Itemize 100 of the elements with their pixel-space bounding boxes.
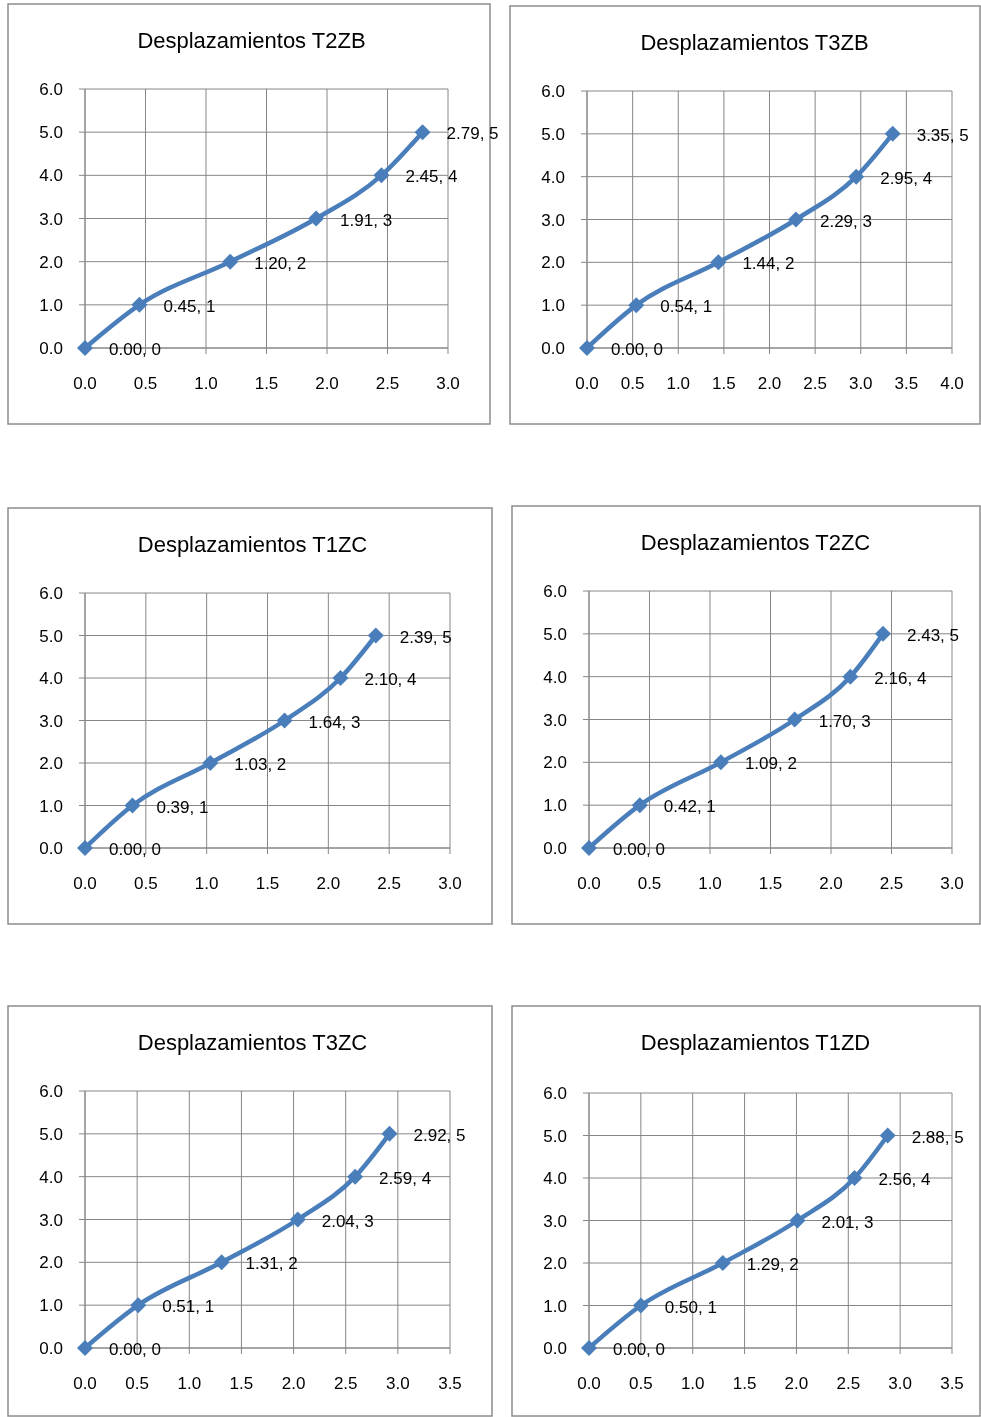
data-label: 2.16, 4 [874,668,927,688]
point [581,840,597,856]
y-tick-label: 5.0 [39,626,63,646]
point [130,1297,147,1314]
point [332,670,349,686]
chart-title: Desplazamientos T2ZB [137,28,366,53]
x-tick-label: 1.0 [680,1374,705,1393]
y-tick-label: 0.0 [543,839,567,858]
y-tick-label: 6.0 [541,82,565,101]
point [202,755,219,771]
x-tick-label: 2.5 [333,1374,358,1393]
point [579,340,595,356]
y-tick-label: 0.0 [39,339,63,358]
x-tick-label: 1.0 [194,874,219,893]
point [289,1211,306,1228]
data-label: 0.54, 1 [660,297,713,317]
point [884,125,901,142]
chart-title: Desplazamientos T1ZC [137,532,368,557]
point [631,797,648,814]
x-tick-label: 0.0 [577,1374,601,1393]
x-tick-label: 3.0 [888,1374,912,1393]
point [276,712,293,729]
y-tick-label: 2.0 [39,754,63,773]
y-tick-label: 5.0 [39,123,63,143]
data-label: 1.20, 2 [254,253,307,273]
point [347,1168,364,1185]
y-tick-label: 2.0 [543,753,567,773]
y-tick-label: 5.0 [39,1124,63,1144]
y-tick-label: 2.0 [39,252,63,272]
x-tick-label: 0.0 [73,374,97,393]
data-label: 0.42, 1 [663,797,716,817]
point [786,711,803,728]
x-tick-label: 1.5 [732,1374,757,1393]
x-tick-label: 2.0 [819,874,843,893]
point [77,840,93,856]
x-tick-label: 1.0 [177,1374,202,1393]
point [787,211,804,228]
y-tick-label: 3.0 [543,1211,567,1231]
data-label: 1.09, 2 [744,754,797,774]
y-tick-label: 5.0 [541,124,565,144]
x-tick-label: 0.5 [629,1374,653,1393]
y-tick-label: 3.0 [543,710,567,730]
point [77,340,93,356]
x-tick-label: 0.5 [133,374,158,393]
data-label: 1.29, 2 [746,1255,799,1274]
y-tick-label: 2.0 [543,1254,567,1273]
x-tick-label: 0.0 [73,1374,97,1393]
x-tick-label: 1.5 [255,874,280,893]
x-tick-label: 2.0 [281,1374,306,1393]
x-tick-label: 1.5 [229,1374,254,1393]
y-tick-label: 1.0 [543,796,567,816]
y-tick-label: 1.0 [39,295,63,315]
y-tick-label: 4.0 [543,1169,567,1188]
point [367,627,384,644]
point [789,1212,806,1229]
point [879,1127,896,1144]
y-tick-label: 1.0 [39,796,63,816]
x-tick-label: 3.0 [940,874,964,893]
y-tick-label: 6.0 [39,80,63,99]
x-tick-label: 0.0 [577,874,601,893]
y-tick-label: 5.0 [543,1126,567,1146]
y-tick-label: 0.0 [543,1339,567,1358]
y-tick-label: 1.0 [543,1296,567,1316]
data-label: 0.50, 1 [664,1297,717,1317]
point [373,167,390,184]
x-tick-label: 3.5 [894,374,919,393]
data-label: 2.59, 4 [379,1168,432,1188]
point [77,1340,93,1356]
x-tick-label: 3.0 [436,374,460,393]
x-tick-label: 2.5 [836,1374,861,1393]
point [842,668,859,685]
y-tick-label: 6.0 [543,1084,567,1103]
data-label: 2.92, 5 [413,1125,466,1145]
x-tick-label: 1.5 [712,374,736,393]
data-label: 0.45, 1 [163,296,216,316]
x-tick-label: 1.0 [194,374,218,393]
point [846,1170,863,1186]
point [414,124,431,141]
y-tick-label: 3.0 [541,210,565,230]
x-tick-label: 1.0 [666,374,691,393]
data-label: 1.31, 2 [245,1254,298,1274]
point [124,797,141,814]
data-label: 2.45, 4 [405,167,458,187]
y-tick-label: 3.0 [39,711,63,731]
y-tick-label: 0.0 [39,839,63,858]
data-label: 2.43, 5 [907,625,960,645]
y-tick-label: 2.0 [541,253,565,273]
point [131,296,148,313]
point [308,210,325,227]
y-tick-label: 1.0 [541,296,565,316]
chart-title: Desplazamientos T1ZD [640,1030,871,1055]
y-tick-label: 3.0 [39,1210,63,1230]
x-tick-label: 1.5 [758,874,783,893]
point [381,1125,398,1142]
x-tick-label: 4.0 [940,374,964,393]
y-tick-label: 4.0 [39,669,63,688]
x-tick-label: 2.0 [757,374,782,393]
y-tick-label: 4.0 [39,1167,63,1187]
x-tick-label: 1.0 [698,874,722,893]
data-label: 2.56, 4 [878,1170,931,1189]
